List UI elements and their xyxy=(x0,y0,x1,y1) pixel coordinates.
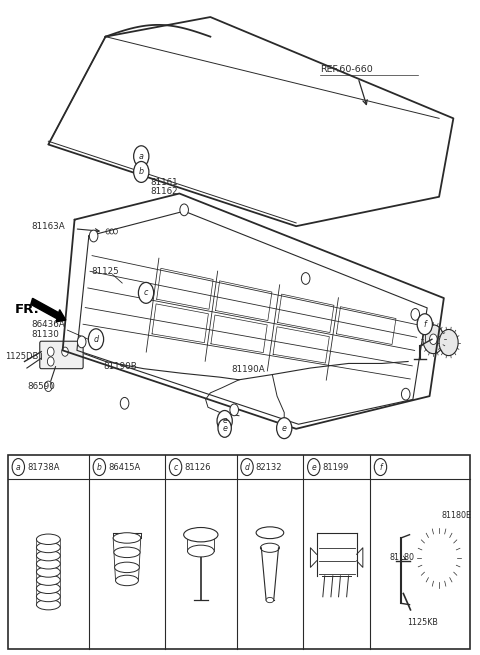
Ellipse shape xyxy=(256,527,284,538)
Ellipse shape xyxy=(114,547,140,557)
Circle shape xyxy=(77,336,86,348)
Ellipse shape xyxy=(115,562,139,572)
Circle shape xyxy=(45,381,52,392)
Ellipse shape xyxy=(36,534,60,544)
Circle shape xyxy=(374,458,387,476)
Ellipse shape xyxy=(36,583,60,593)
Bar xyxy=(8,455,470,649)
Circle shape xyxy=(417,314,432,335)
Text: 81125: 81125 xyxy=(91,267,119,276)
Text: 81180: 81180 xyxy=(389,553,414,562)
Text: e: e xyxy=(222,417,227,426)
Text: REF.60-660: REF.60-660 xyxy=(320,65,372,74)
Text: 81738A: 81738A xyxy=(27,462,60,472)
Text: 81190A: 81190A xyxy=(232,365,265,375)
Text: 81163A: 81163A xyxy=(32,221,65,231)
Ellipse shape xyxy=(188,545,214,557)
Text: d: d xyxy=(94,335,98,344)
Circle shape xyxy=(276,418,292,439)
Circle shape xyxy=(138,282,154,303)
Circle shape xyxy=(62,347,68,356)
Ellipse shape xyxy=(113,533,141,543)
Ellipse shape xyxy=(36,542,60,553)
Circle shape xyxy=(430,334,437,345)
Circle shape xyxy=(401,388,410,400)
Text: 86415A: 86415A xyxy=(108,462,140,472)
Circle shape xyxy=(133,146,149,167)
Circle shape xyxy=(89,230,98,242)
Ellipse shape xyxy=(116,575,138,586)
Text: 81161: 81161 xyxy=(151,178,179,187)
FancyArrow shape xyxy=(31,298,66,322)
Circle shape xyxy=(48,357,54,366)
Ellipse shape xyxy=(36,559,60,569)
Ellipse shape xyxy=(36,591,60,602)
Ellipse shape xyxy=(36,550,60,561)
Circle shape xyxy=(439,329,458,356)
Ellipse shape xyxy=(184,527,218,542)
Ellipse shape xyxy=(36,567,60,577)
Ellipse shape xyxy=(260,543,279,552)
Text: 81162: 81162 xyxy=(151,187,179,196)
Ellipse shape xyxy=(36,575,60,586)
Circle shape xyxy=(88,329,104,350)
Text: e: e xyxy=(282,424,287,433)
Text: 81126: 81126 xyxy=(184,462,211,472)
Circle shape xyxy=(421,533,457,582)
Text: 1125DB: 1125DB xyxy=(5,352,39,362)
Text: 82132: 82132 xyxy=(256,462,282,472)
Text: 81190B: 81190B xyxy=(103,362,137,371)
Text: 1125KB: 1125KB xyxy=(407,618,438,627)
Circle shape xyxy=(241,458,253,476)
Text: f: f xyxy=(379,462,382,472)
Text: FR.: FR. xyxy=(15,303,40,316)
Text: 86436A: 86436A xyxy=(32,320,65,329)
FancyBboxPatch shape xyxy=(40,341,83,369)
Circle shape xyxy=(120,398,129,409)
Circle shape xyxy=(169,458,182,476)
Circle shape xyxy=(180,204,189,215)
Text: c: c xyxy=(144,288,148,297)
Circle shape xyxy=(432,548,446,567)
Text: 81130: 81130 xyxy=(32,329,60,339)
Text: b: b xyxy=(139,168,144,176)
Circle shape xyxy=(218,419,231,438)
Text: 81199: 81199 xyxy=(323,462,348,472)
Circle shape xyxy=(411,309,420,320)
Text: e: e xyxy=(222,424,227,433)
Circle shape xyxy=(401,585,408,595)
Text: d: d xyxy=(245,462,250,472)
Circle shape xyxy=(217,411,232,432)
Circle shape xyxy=(48,347,54,356)
Circle shape xyxy=(230,404,239,416)
Text: 86590: 86590 xyxy=(27,382,55,391)
Circle shape xyxy=(12,458,24,476)
Text: a: a xyxy=(139,152,144,160)
Text: f: f xyxy=(423,320,426,329)
Circle shape xyxy=(308,458,320,476)
Circle shape xyxy=(133,162,149,182)
Text: a: a xyxy=(16,462,21,472)
Text: 81180E: 81180E xyxy=(442,511,471,519)
Circle shape xyxy=(423,325,444,354)
Text: c: c xyxy=(173,462,178,472)
Ellipse shape xyxy=(266,597,274,603)
Ellipse shape xyxy=(36,599,60,610)
Text: b: b xyxy=(97,462,102,472)
Circle shape xyxy=(301,272,310,284)
Polygon shape xyxy=(261,548,278,600)
Text: e: e xyxy=(312,462,316,472)
Circle shape xyxy=(93,458,106,476)
